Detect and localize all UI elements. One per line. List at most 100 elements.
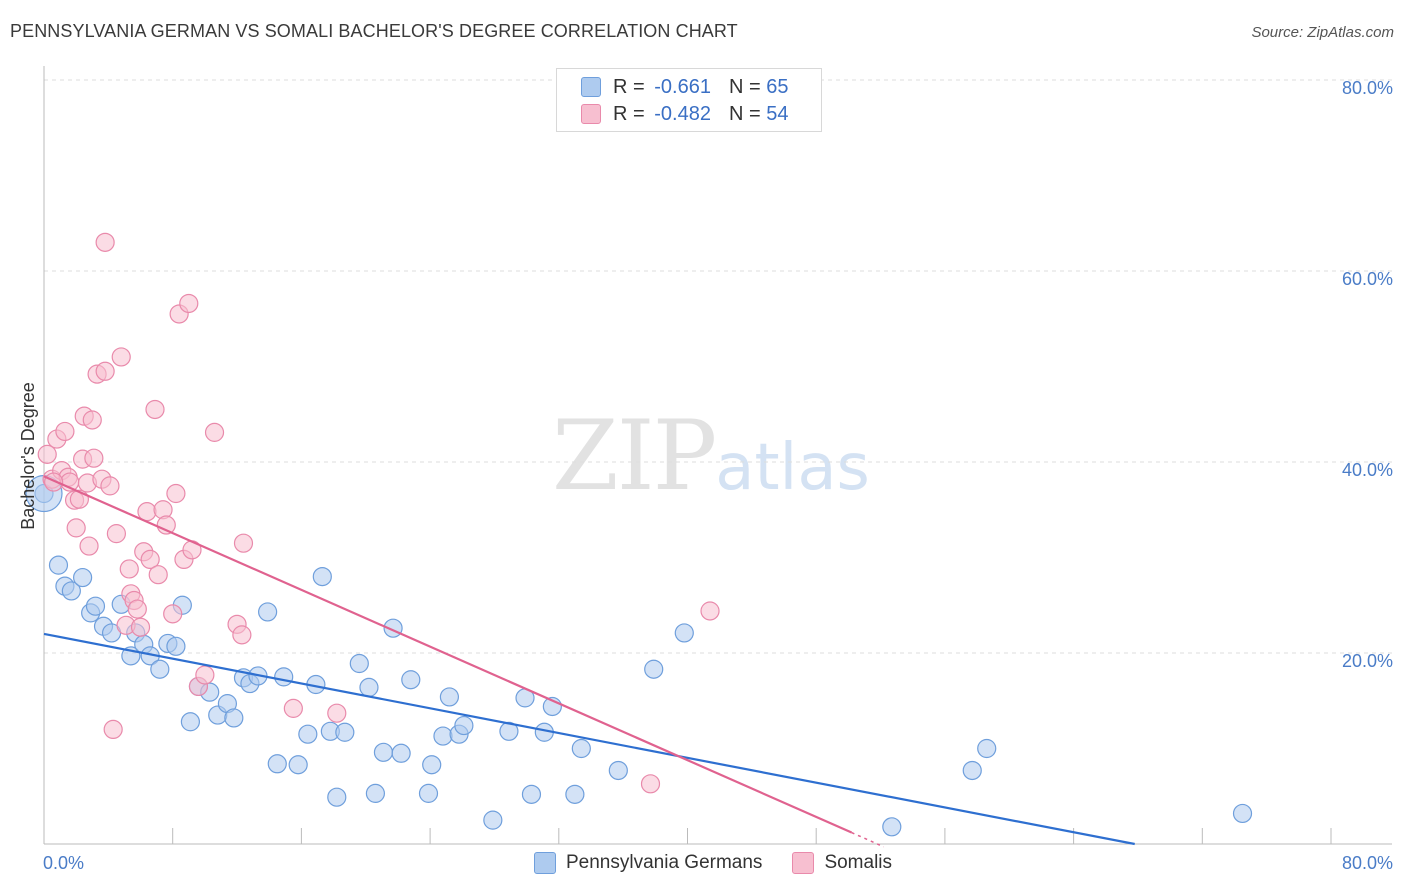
data-point-pink <box>84 448 104 468</box>
data-point-blue <box>882 817 902 837</box>
data-point-pink <box>79 536 99 556</box>
data-point-blue <box>335 722 355 742</box>
data-point-pink <box>232 625 252 645</box>
data-point-pink <box>82 410 102 430</box>
data-point-blue <box>401 670 421 690</box>
data-point-pink <box>44 472 64 492</box>
data-point-pink <box>166 483 186 504</box>
data-point-blue <box>571 738 591 759</box>
data-point-pink <box>103 719 123 740</box>
data-point-blue <box>274 667 294 687</box>
data-point-blue <box>418 783 439 803</box>
data-point-pink <box>119 559 139 579</box>
correlation-legend: R = -0.661 N = 65 R = -0.482 N = 54 <box>556 68 822 132</box>
data-point-pink <box>204 422 225 442</box>
data-point-pink <box>179 293 199 314</box>
data-point-pink <box>37 444 57 464</box>
watermark: ZIPatlas <box>552 400 870 512</box>
data-point-pink <box>130 617 151 637</box>
legend-n-value: 54 <box>766 102 789 125</box>
series-legend: Pennsylvania Germans Somalis <box>534 852 922 874</box>
series-somalis <box>37 232 720 794</box>
data-point-pink <box>283 698 303 718</box>
data-point-blue <box>61 581 81 601</box>
data-point-blue <box>608 760 628 781</box>
series-pennsylvania-germans <box>25 474 1253 837</box>
trendline-blue <box>43 632 1135 846</box>
data-point-blue <box>391 743 411 763</box>
data-point-pink <box>640 774 661 794</box>
data-point-pink <box>111 347 131 367</box>
data-point-blue <box>312 566 332 587</box>
data-point-blue <box>359 677 379 697</box>
legend-r-label: R = <box>613 75 651 98</box>
data-point-pink <box>233 533 254 553</box>
data-point-pink <box>55 421 75 442</box>
legend-swatch-blue <box>534 852 556 874</box>
legend-r-value: -0.661 <box>654 75 711 98</box>
tick-labels: 20.0% 40.0% 60.0% 80.0% 0.0% 80.0% <box>43 78 1393 873</box>
legend-item-somalis: Somalis <box>792 852 892 874</box>
data-point-blue <box>483 810 503 830</box>
data-point-blue <box>644 659 664 679</box>
data-point-pink <box>106 524 126 544</box>
legend-r-value: -0.482 <box>654 102 711 125</box>
data-point-blue <box>48 555 69 575</box>
data-point-pink <box>95 232 115 252</box>
data-point-blue <box>521 784 542 804</box>
watermark-atlas: atlas <box>715 431 870 505</box>
y-tick-label: 20.0% <box>1342 651 1393 671</box>
data-point-pink <box>66 518 86 538</box>
data-point-blue <box>150 659 170 679</box>
data-point-blue <box>180 712 200 732</box>
data-point-pink <box>95 361 115 381</box>
data-point-pink <box>195 665 215 685</box>
trendline-pink <box>43 475 853 834</box>
data-point-pink <box>100 476 120 496</box>
data-point-blue <box>349 653 369 674</box>
data-point-pink <box>127 599 147 619</box>
gridlines <box>44 79 1392 654</box>
legend-n-label: N = <box>728 75 767 98</box>
legend-label: Somalis <box>824 852 893 873</box>
data-point-blue <box>454 715 474 736</box>
trendline-pink-extension <box>851 831 885 848</box>
data-point-blue <box>962 760 982 781</box>
x-tick-label: 0.0% <box>43 853 84 873</box>
data-point-blue <box>439 687 460 707</box>
data-point-blue <box>674 623 694 643</box>
data-point-blue <box>1232 803 1253 824</box>
legend-row-pennsylvania-germans: R = -0.661 N = 65 <box>581 74 788 100</box>
data-point-blue <box>422 755 442 775</box>
legend-swatch-blue <box>581 77 601 97</box>
data-point-blue <box>73 567 93 588</box>
data-point-blue <box>565 784 585 804</box>
legend-n-label: N = <box>728 102 767 125</box>
legend-row-somalis: R = -0.482 N = 54 <box>581 101 788 127</box>
legend-r-label: R = <box>613 102 651 125</box>
data-point-blue <box>288 755 308 775</box>
y-tick-label: 60.0% <box>1342 269 1393 289</box>
data-point-pink <box>156 515 176 535</box>
legend-swatch-pink <box>792 852 815 874</box>
source-note: Source: ZipAtlas.com <box>1251 24 1394 41</box>
data-point-blue <box>224 708 244 728</box>
legend-n-value: 65 <box>766 75 789 98</box>
trendlines <box>43 475 1135 848</box>
data-point-pink <box>327 703 347 723</box>
y-tick-label: 80.0% <box>1342 78 1393 98</box>
data-point-blue <box>499 721 519 741</box>
data-point-pink <box>145 399 165 420</box>
y-axis-label: Bachelor's Degree <box>18 382 38 530</box>
data-point-blue <box>267 754 287 774</box>
y-tick-label: 40.0% <box>1342 460 1393 480</box>
legend-label: Pennsylvania Germans <box>566 852 763 873</box>
legend-item-pennsylvania-germans: Pennsylvania Germans <box>534 852 762 874</box>
data-point-pink <box>700 601 720 621</box>
chart-title: PENNSYLVANIA GERMAN VS SOMALI BACHELOR'S… <box>10 21 738 41</box>
data-point-blue <box>977 738 997 759</box>
data-point-blue <box>85 596 106 616</box>
data-point-pink <box>163 604 183 624</box>
axes <box>43 66 1392 845</box>
